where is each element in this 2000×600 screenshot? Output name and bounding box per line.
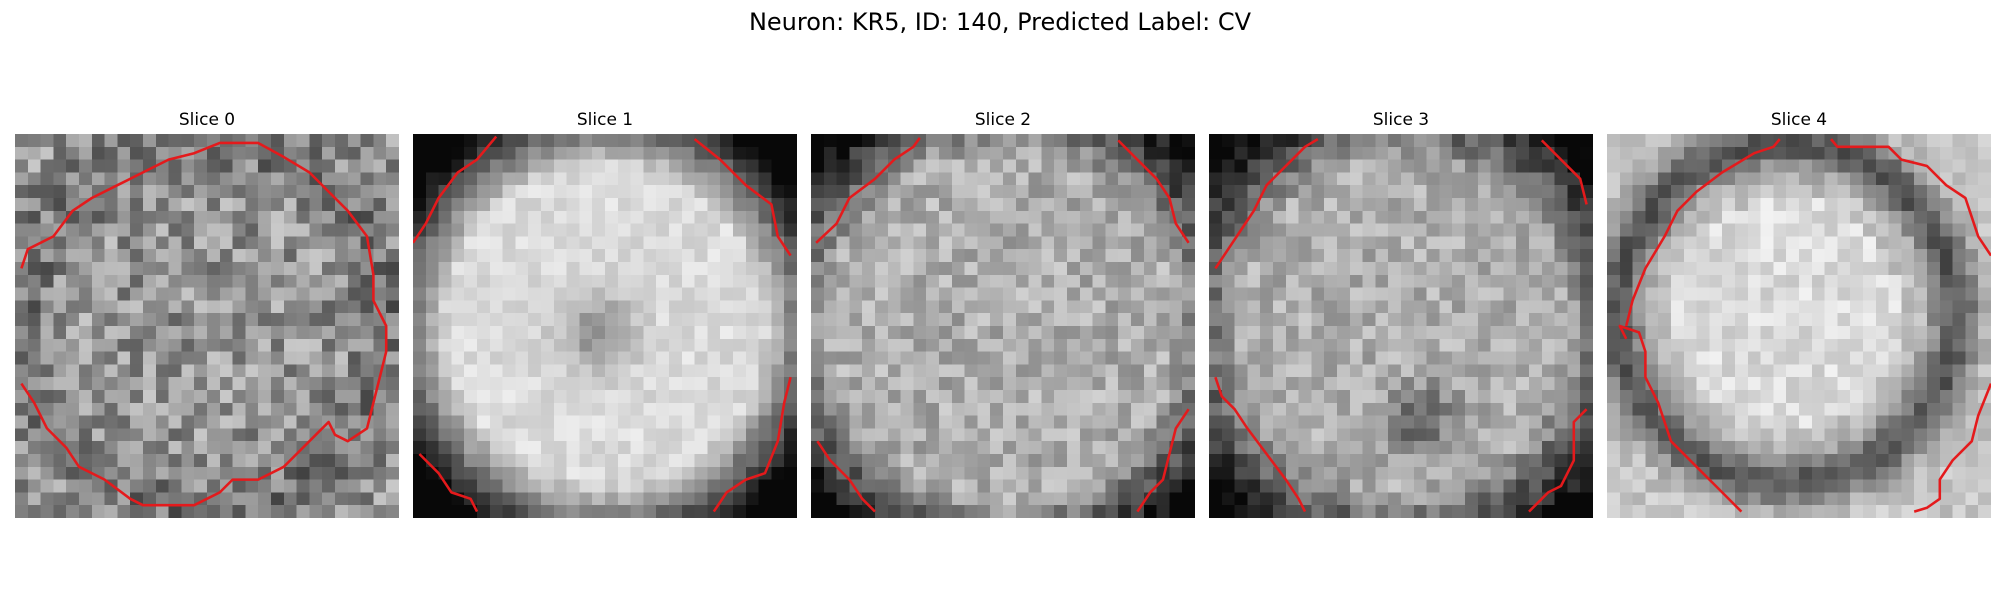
slice-title-3: Slice 3 (1372, 110, 1430, 130)
slice-panel-0: Slice 0 (15, 110, 399, 518)
contour-line (1528, 408, 1588, 513)
slice-title-4: Slice 4 (1770, 110, 1828, 130)
contour-line (1830, 138, 1991, 257)
contour-line (418, 453, 479, 513)
contour-line (1913, 383, 1991, 513)
slice-title-1: Slice 1 (576, 110, 634, 130)
contour-line (815, 137, 921, 244)
contour-line (1136, 408, 1190, 513)
slice-image-2 (811, 134, 1195, 518)
contour-line (1618, 324, 1743, 513)
slice-image-0 (15, 134, 399, 518)
contour-line (1624, 138, 1781, 327)
contour-line (1214, 376, 1307, 513)
contour-line (20, 141, 388, 507)
slice-image-1 (413, 134, 797, 518)
contour-line (1214, 138, 1319, 270)
contour-line (413, 135, 498, 244)
slice-title-0: Slice 0 (178, 110, 236, 130)
slice-panel-3: Slice 3 (1209, 110, 1593, 518)
contour-line (816, 440, 876, 513)
contour-line (693, 138, 792, 257)
contour-line (1540, 139, 1588, 205)
slice-image-3 (1209, 134, 1593, 518)
slice-image-4 (1607, 134, 1991, 518)
slice-title-2: Slice 2 (974, 110, 1032, 130)
contour-line (1117, 139, 1190, 244)
contour-line (712, 376, 792, 513)
slice-panel-1: Slice 1 (413, 110, 797, 518)
slice-panel-2: Slice 2 (811, 110, 1195, 518)
slice-panel-4: Slice 4 (1607, 110, 1991, 518)
figure-title: Neuron: KR5, ID: 140, Predicted Label: C… (748, 8, 1252, 36)
